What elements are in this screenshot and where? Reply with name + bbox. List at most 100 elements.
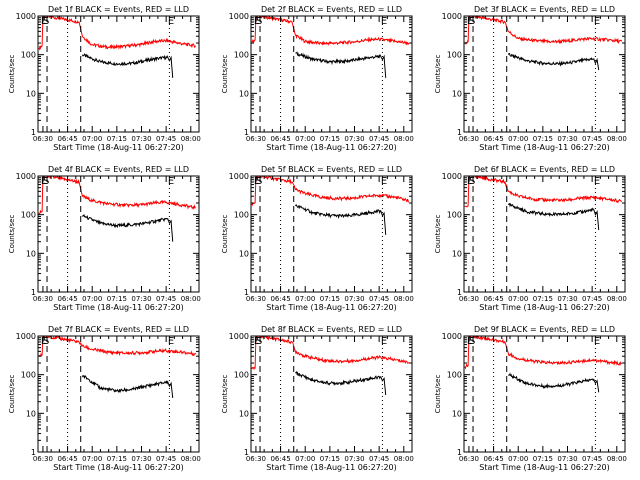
x-tick-label: 07:15 [107, 455, 127, 463]
chart-title: Det 3f BLACK = Events, RED = LLD [474, 5, 615, 14]
y-tick-label: 1000 [442, 332, 462, 341]
x-tick-label: 07:30 [131, 455, 151, 463]
x-tick-label: 07:00 [82, 135, 102, 143]
event-marker-label: E [381, 336, 387, 347]
y-tick-label: 1000 [229, 12, 249, 21]
x-axis-label: Start Time (18-Aug-11 06:27:20) [53, 463, 184, 472]
chart-title: Det 1f BLACK = Events, RED = LLD [48, 5, 189, 14]
x-tick-label: 06:30 [459, 455, 479, 463]
x-tick-label: 08:00 [394, 135, 414, 143]
y-axis-label: Counts/sec [8, 375, 16, 414]
y-tick-label: 1 [244, 288, 249, 297]
event-marker-label: E [467, 16, 473, 27]
event-marker-label: E [168, 336, 174, 347]
x-tick-label: 07:30 [344, 455, 364, 463]
event-marker-label: S [256, 16, 262, 27]
events-series-line [507, 52, 600, 71]
event-marker-label: E [467, 336, 473, 347]
x-tick-label: 07:15 [320, 135, 340, 143]
x-axis-label: Start Time (18-Aug-11 06:27:20) [266, 143, 397, 152]
x-tick-label: 07:45 [369, 295, 389, 303]
chart-title: Det 4f BLACK = Events, RED = LLD [48, 165, 189, 174]
lld-series-line [251, 176, 410, 207]
lld-series-line [38, 16, 197, 51]
y-axis-label: Counts/sec [434, 215, 442, 254]
event-marker-label: S [256, 336, 262, 347]
x-tick-label: 06:45 [270, 295, 290, 303]
y-tick-label: 1 [31, 288, 36, 297]
events-series-line [81, 374, 174, 398]
x-tick-label: 07:45 [582, 455, 602, 463]
event-marker-label: E [381, 176, 387, 187]
x-tick-label: 07:00 [508, 135, 528, 143]
x-axis-label: Start Time (18-Aug-11 06:27:20) [479, 463, 610, 472]
plot-frame [37, 15, 200, 133]
chart-title: Det 2f BLACK = Events, RED = LLD [261, 5, 402, 14]
lld-series-line [464, 336, 623, 370]
y-tick-label: 100 [234, 371, 249, 380]
x-tick-label: 07:30 [557, 295, 577, 303]
x-tick-label: 07:30 [557, 135, 577, 143]
y-tick-label: 100 [447, 371, 462, 380]
plot-frame [37, 175, 200, 293]
x-tick-label: 07:15 [533, 455, 553, 463]
x-tick-label: 08:00 [607, 295, 627, 303]
event-marker-label: E [254, 336, 260, 347]
x-tick-label: 07:00 [508, 295, 528, 303]
x-tick-label: 06:45 [270, 135, 290, 143]
event-marker-label: E [467, 176, 473, 187]
chart-panel-5: 1 10 100 1000 06:30 06:45 07:00 07:15 07:30 07:45… [221, 165, 414, 312]
lld-series-line [38, 176, 196, 215]
event-marker-label: S [43, 336, 49, 347]
event-marker-label: S [43, 176, 49, 187]
x-tick-label: 08:00 [607, 455, 627, 463]
plot-frame [463, 15, 626, 133]
y-tick-label: 10 [452, 409, 462, 418]
x-tick-label: 07:45 [582, 135, 602, 143]
y-axis-label: Counts/sec [434, 375, 442, 414]
x-tick-label: 07:15 [320, 455, 340, 463]
y-tick-label: 1 [31, 448, 36, 457]
y-tick-label: 1000 [16, 172, 36, 181]
events-series-line [81, 53, 174, 78]
x-tick-label: 07:45 [582, 295, 602, 303]
chart-title: Det 7f BLACK = Events, RED = LLD [48, 325, 189, 334]
y-tick-label: 1 [457, 448, 462, 457]
y-tick-label: 100 [21, 371, 36, 380]
y-tick-label: 100 [21, 51, 36, 60]
x-tick-label: 08:00 [394, 295, 414, 303]
lld-series-line [251, 16, 410, 46]
chart-panel-8: 1 10 100 1000 06:30 06:45 07:00 07:15 07:30 07:45… [221, 325, 414, 472]
y-axis-label: Counts/sec [221, 375, 229, 414]
y-tick-label: 1 [457, 288, 462, 297]
x-tick-label: 06:45 [270, 455, 290, 463]
x-tick-label: 07:30 [344, 135, 364, 143]
events-series-line [508, 372, 600, 393]
x-tick-label: 06:30 [33, 455, 53, 463]
x-tick-label: 07:15 [107, 295, 127, 303]
y-tick-label: 10 [452, 249, 462, 258]
x-tick-label: 06:30 [459, 135, 479, 143]
x-tick-label: 06:30 [33, 295, 53, 303]
x-tick-label: 06:30 [246, 455, 266, 463]
x-tick-label: 06:45 [483, 135, 503, 143]
event-marker-label: E [594, 176, 600, 187]
y-tick-label: 1 [31, 128, 36, 137]
x-tick-label: 06:30 [246, 295, 266, 303]
events-series-line [295, 371, 387, 395]
chart-title: Det 9f BLACK = Events, RED = LLD [474, 325, 615, 334]
x-tick-label: 08:00 [181, 135, 201, 143]
y-tick-label: 10 [239, 249, 249, 258]
x-tick-label: 08:00 [394, 455, 414, 463]
event-marker-label: E [41, 176, 47, 187]
x-tick-label: 07:30 [131, 135, 151, 143]
chart-panel-7: 1 10 100 1000 06:30 06:45 07:00 07:15 07:30 07:45… [8, 325, 201, 472]
events-series-line [507, 202, 600, 231]
y-axis-label: Counts/sec [8, 55, 16, 94]
y-tick-label: 10 [26, 89, 36, 98]
y-tick-label: 1000 [16, 332, 36, 341]
x-tick-label: 08:00 [181, 295, 201, 303]
x-axis-label: Start Time (18-Aug-11 06:27:20) [53, 143, 184, 152]
chart-panel-1: 1 10 100 1000 06:30 06:45 07:00 07:15 07:30 07:45… [8, 5, 201, 152]
